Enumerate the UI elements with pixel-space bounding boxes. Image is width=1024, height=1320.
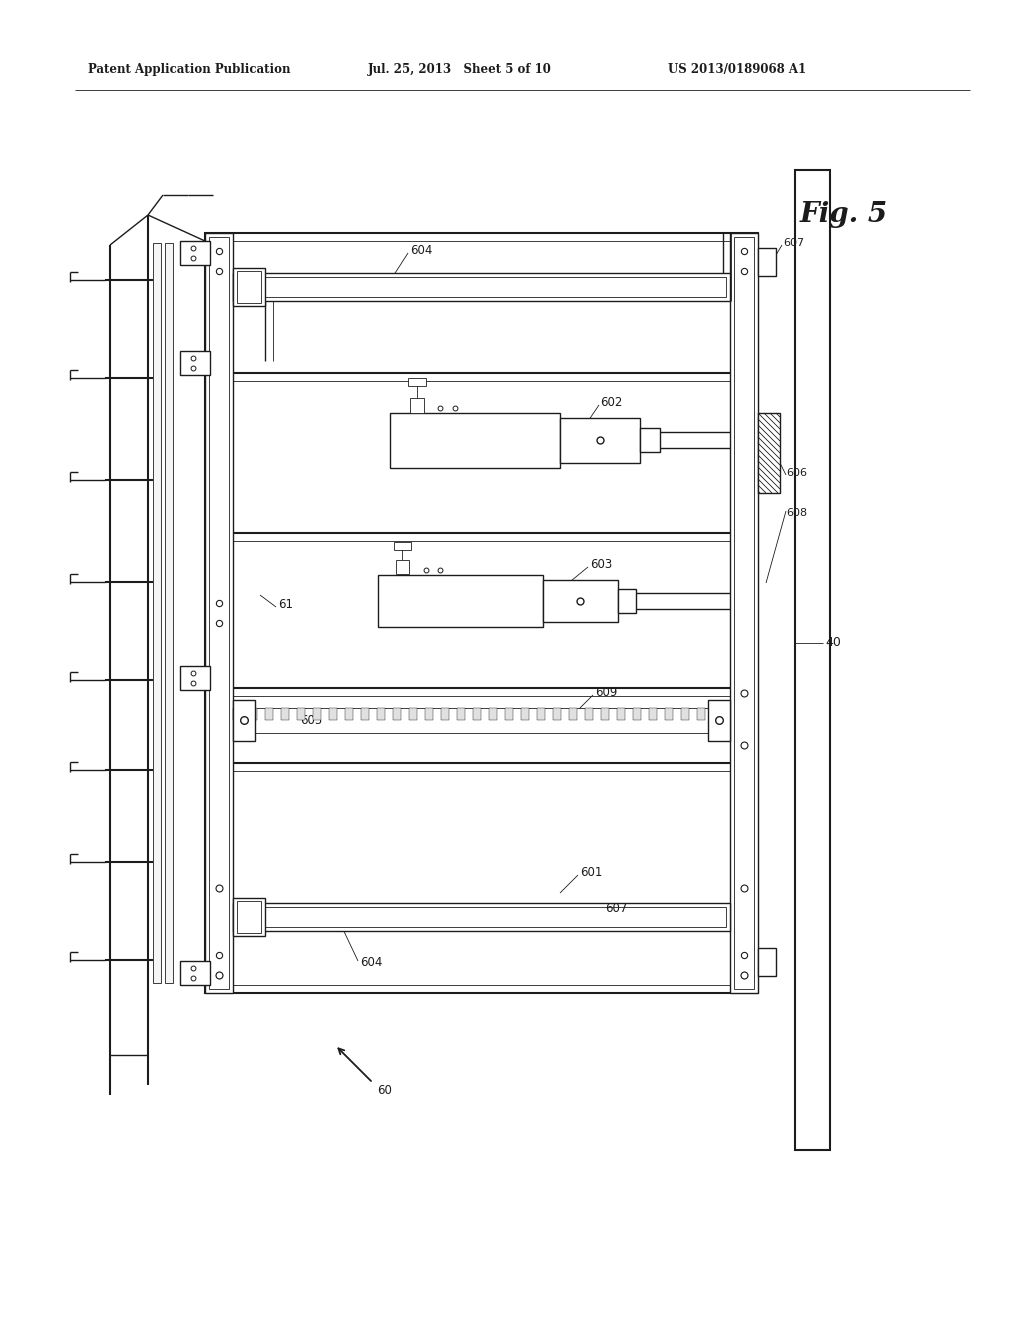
Text: 604: 604 [410, 244, 432, 257]
Text: 60: 60 [377, 1084, 392, 1097]
Bar [265, 708, 273, 719]
Bar [390, 413, 560, 469]
Bar [377, 708, 385, 719]
Bar [730, 234, 758, 993]
Text: Fig. 5: Fig. 5 [800, 202, 888, 228]
Text: 602: 602 [600, 396, 623, 409]
Bar [408, 378, 426, 385]
Bar [665, 708, 673, 719]
Bar [329, 708, 337, 719]
Bar [441, 708, 449, 719]
Bar [425, 708, 433, 719]
Bar [249, 708, 257, 719]
Bar [409, 708, 417, 719]
Bar [205, 234, 758, 993]
Bar [795, 170, 830, 1150]
Text: US 2013/0189068 A1: US 2013/0189068 A1 [668, 63, 806, 77]
Text: 604: 604 [360, 957, 382, 969]
Bar [553, 708, 561, 719]
Bar [205, 234, 233, 993]
Bar [633, 708, 641, 719]
Bar [708, 700, 730, 741]
Bar [237, 902, 261, 933]
Bar [180, 242, 210, 265]
Text: Patent Application Publication: Patent Application Publication [88, 63, 291, 77]
Bar [560, 418, 640, 463]
Bar [237, 271, 261, 304]
Bar [601, 708, 609, 719]
Text: 608: 608 [786, 508, 807, 517]
Text: 607: 607 [605, 902, 628, 915]
Bar [758, 948, 776, 975]
Text: 40: 40 [825, 636, 841, 649]
Text: 603: 603 [590, 558, 612, 572]
Bar [237, 907, 726, 927]
Bar [585, 708, 593, 719]
Bar [345, 708, 353, 719]
Bar [681, 708, 689, 719]
Bar [393, 708, 401, 719]
Bar [410, 399, 424, 413]
Bar [618, 589, 636, 612]
Text: 605: 605 [300, 714, 323, 726]
Bar [521, 708, 529, 719]
Bar [297, 708, 305, 719]
Bar [233, 708, 241, 719]
Bar [640, 428, 660, 451]
Bar [233, 700, 255, 741]
Bar [396, 560, 409, 574]
Text: 601: 601 [580, 866, 602, 879]
Bar [489, 708, 497, 719]
Text: 606: 606 [786, 469, 807, 478]
Text: 609: 609 [595, 686, 617, 700]
Bar [165, 243, 173, 983]
Bar [153, 243, 161, 983]
Bar [649, 708, 657, 719]
Bar [758, 413, 780, 492]
Bar [697, 708, 705, 719]
Bar [233, 268, 265, 306]
Bar [394, 543, 411, 550]
Bar [237, 277, 726, 297]
Bar [457, 708, 465, 719]
Bar [473, 708, 481, 719]
Bar [537, 708, 545, 719]
Bar [313, 708, 321, 719]
Bar [569, 708, 577, 719]
Bar [758, 248, 776, 276]
Bar [213, 242, 750, 985]
Bar [543, 579, 618, 622]
Bar [180, 351, 210, 375]
Bar [378, 576, 543, 627]
Bar [505, 708, 513, 719]
Bar [281, 708, 289, 719]
Bar [180, 961, 210, 985]
Bar [734, 238, 754, 989]
Bar [233, 273, 730, 301]
Bar [233, 708, 730, 733]
Text: Jul. 25, 2013   Sheet 5 of 10: Jul. 25, 2013 Sheet 5 of 10 [368, 63, 552, 77]
Text: 607: 607 [783, 238, 804, 248]
Bar [209, 238, 229, 989]
Text: 61: 61 [278, 598, 293, 611]
Bar [233, 903, 730, 931]
Bar [361, 708, 369, 719]
Bar [233, 898, 265, 936]
Bar [180, 667, 210, 690]
Bar [617, 708, 625, 719]
